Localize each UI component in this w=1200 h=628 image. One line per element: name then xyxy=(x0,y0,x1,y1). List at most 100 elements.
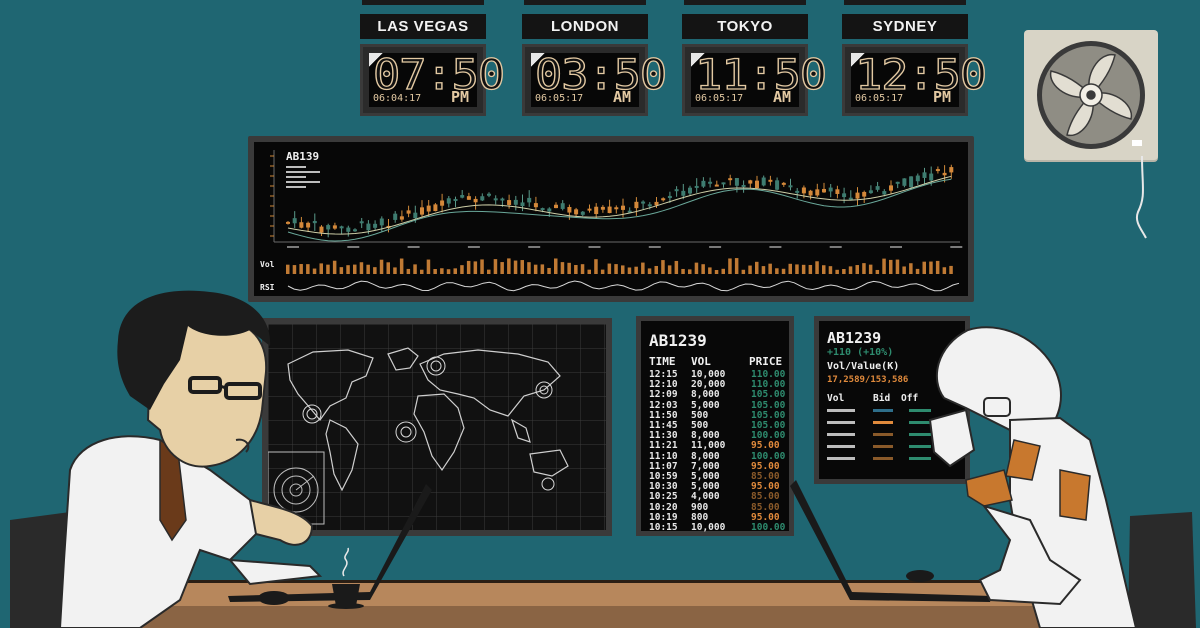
candle-body xyxy=(286,221,290,224)
volume-bar xyxy=(781,268,786,274)
volume-bar xyxy=(634,266,638,274)
volume-bar xyxy=(795,264,799,274)
laptop-icon xyxy=(228,484,432,602)
candle-body xyxy=(942,172,947,176)
candle-body xyxy=(574,209,579,215)
candle-body xyxy=(366,223,371,231)
clock-tokyo: TOKYO 11:50 06:05:17 AM xyxy=(682,0,828,116)
mouse-icon xyxy=(906,570,934,582)
volume-bar xyxy=(674,260,679,274)
candle-body xyxy=(587,208,592,211)
volume-bar xyxy=(426,259,431,274)
candle-body xyxy=(835,189,840,194)
table-row: 12:09 8,000 105.00 xyxy=(649,389,789,400)
wall-fan-icon xyxy=(1024,30,1158,239)
volume-bar xyxy=(647,268,652,274)
volume-bar xyxy=(353,264,357,274)
row-vol: 4,000 xyxy=(691,491,720,503)
volume-bar xyxy=(446,269,451,274)
volume-bar xyxy=(768,263,772,274)
row-time: 12:09 xyxy=(649,389,678,401)
volume-bar xyxy=(862,263,866,274)
x-tick-label xyxy=(890,246,902,248)
candle-body xyxy=(708,181,713,184)
volume-bar xyxy=(909,263,913,274)
column-header-vol: VOL xyxy=(691,355,711,368)
volume-bar xyxy=(755,261,759,274)
legend-line xyxy=(286,166,306,168)
volume-bar xyxy=(808,264,813,274)
world-map-screen xyxy=(268,324,606,530)
volume-bar xyxy=(366,264,370,274)
row-time: 10:19 xyxy=(649,511,678,523)
row-vol: 900 xyxy=(691,501,709,513)
candle-body xyxy=(788,185,793,188)
clock-ampm: PM xyxy=(932,88,951,106)
clock-time: 11:50 xyxy=(694,50,828,99)
candle-body xyxy=(540,208,545,211)
price-chart-panel: AB139 Vol RSI xyxy=(248,136,974,302)
candle-body xyxy=(413,212,418,219)
volume-bar xyxy=(326,264,330,274)
volume-bar xyxy=(761,266,766,274)
volume-bar xyxy=(835,269,839,274)
volume-bar xyxy=(580,264,585,274)
row-time: 11:07 xyxy=(649,460,678,472)
volume-bar xyxy=(667,265,672,274)
volume-bar xyxy=(641,262,645,274)
row-price: 85.00 xyxy=(751,491,780,503)
row-price: 100.00 xyxy=(751,430,786,442)
desk-edge xyxy=(134,606,1094,628)
volume-bar xyxy=(875,269,880,274)
table-row: 12:15 10,000 110.00 xyxy=(649,369,789,380)
volume-bar xyxy=(855,265,859,274)
volume-bar xyxy=(413,264,417,274)
table-row: 12:10 20,000 110.00 xyxy=(649,379,789,390)
candle-body xyxy=(795,190,800,193)
candle-body xyxy=(634,201,639,209)
candle-body xyxy=(326,225,331,230)
world-map-icon xyxy=(268,324,606,530)
candle-body xyxy=(848,197,853,200)
volume-bar xyxy=(346,265,350,274)
volume-bar xyxy=(299,264,303,274)
volume-label: Vol xyxy=(260,260,275,269)
row-vol: 8,000 xyxy=(691,389,720,401)
table-row: 10:59 5,000 85.00 xyxy=(649,471,789,482)
candle-body xyxy=(761,177,766,186)
volume-bar xyxy=(319,263,323,274)
row-vol: 5,000 xyxy=(691,481,720,493)
clock-mount xyxy=(684,0,806,5)
candle-body xyxy=(822,188,826,193)
volume-bar xyxy=(627,267,632,274)
row-time: 11:21 xyxy=(649,440,678,452)
quote-board-panel: AB1239 TIME VOL PRICE 12:15 10,000 110.00 1… xyxy=(636,316,794,536)
candle-body xyxy=(306,222,311,228)
candle-body xyxy=(473,198,478,203)
candle-body xyxy=(768,179,773,182)
volume-bar xyxy=(312,268,317,274)
candle-body xyxy=(480,196,485,201)
row-price: 95.00 xyxy=(751,460,780,472)
row-price: 110.00 xyxy=(751,369,786,380)
volume-bar xyxy=(929,261,933,274)
clock-date: 06:05:17 xyxy=(855,93,904,104)
candle-body xyxy=(929,173,934,181)
clock-las-vegas: LAS VEGAS 07:50 06:04:17 PM xyxy=(360,0,506,116)
volume-bar xyxy=(466,260,471,274)
row-vol: 7,000 xyxy=(691,460,720,472)
row-price: 105.00 xyxy=(751,409,786,421)
row-vol: 500 xyxy=(691,409,709,421)
row-price: 110.00 xyxy=(751,379,786,391)
volume-bar xyxy=(822,265,826,274)
volume-bar xyxy=(922,261,926,274)
candle-body xyxy=(748,180,753,184)
candle-body xyxy=(701,180,706,187)
volume-bar xyxy=(460,265,464,274)
volume-bar xyxy=(775,268,779,274)
x-tick-label xyxy=(287,246,299,248)
volume-bar xyxy=(332,260,337,274)
clock-ampm: AM xyxy=(772,88,791,106)
row-price: 95.00 xyxy=(751,481,780,493)
candle-body xyxy=(346,227,351,232)
